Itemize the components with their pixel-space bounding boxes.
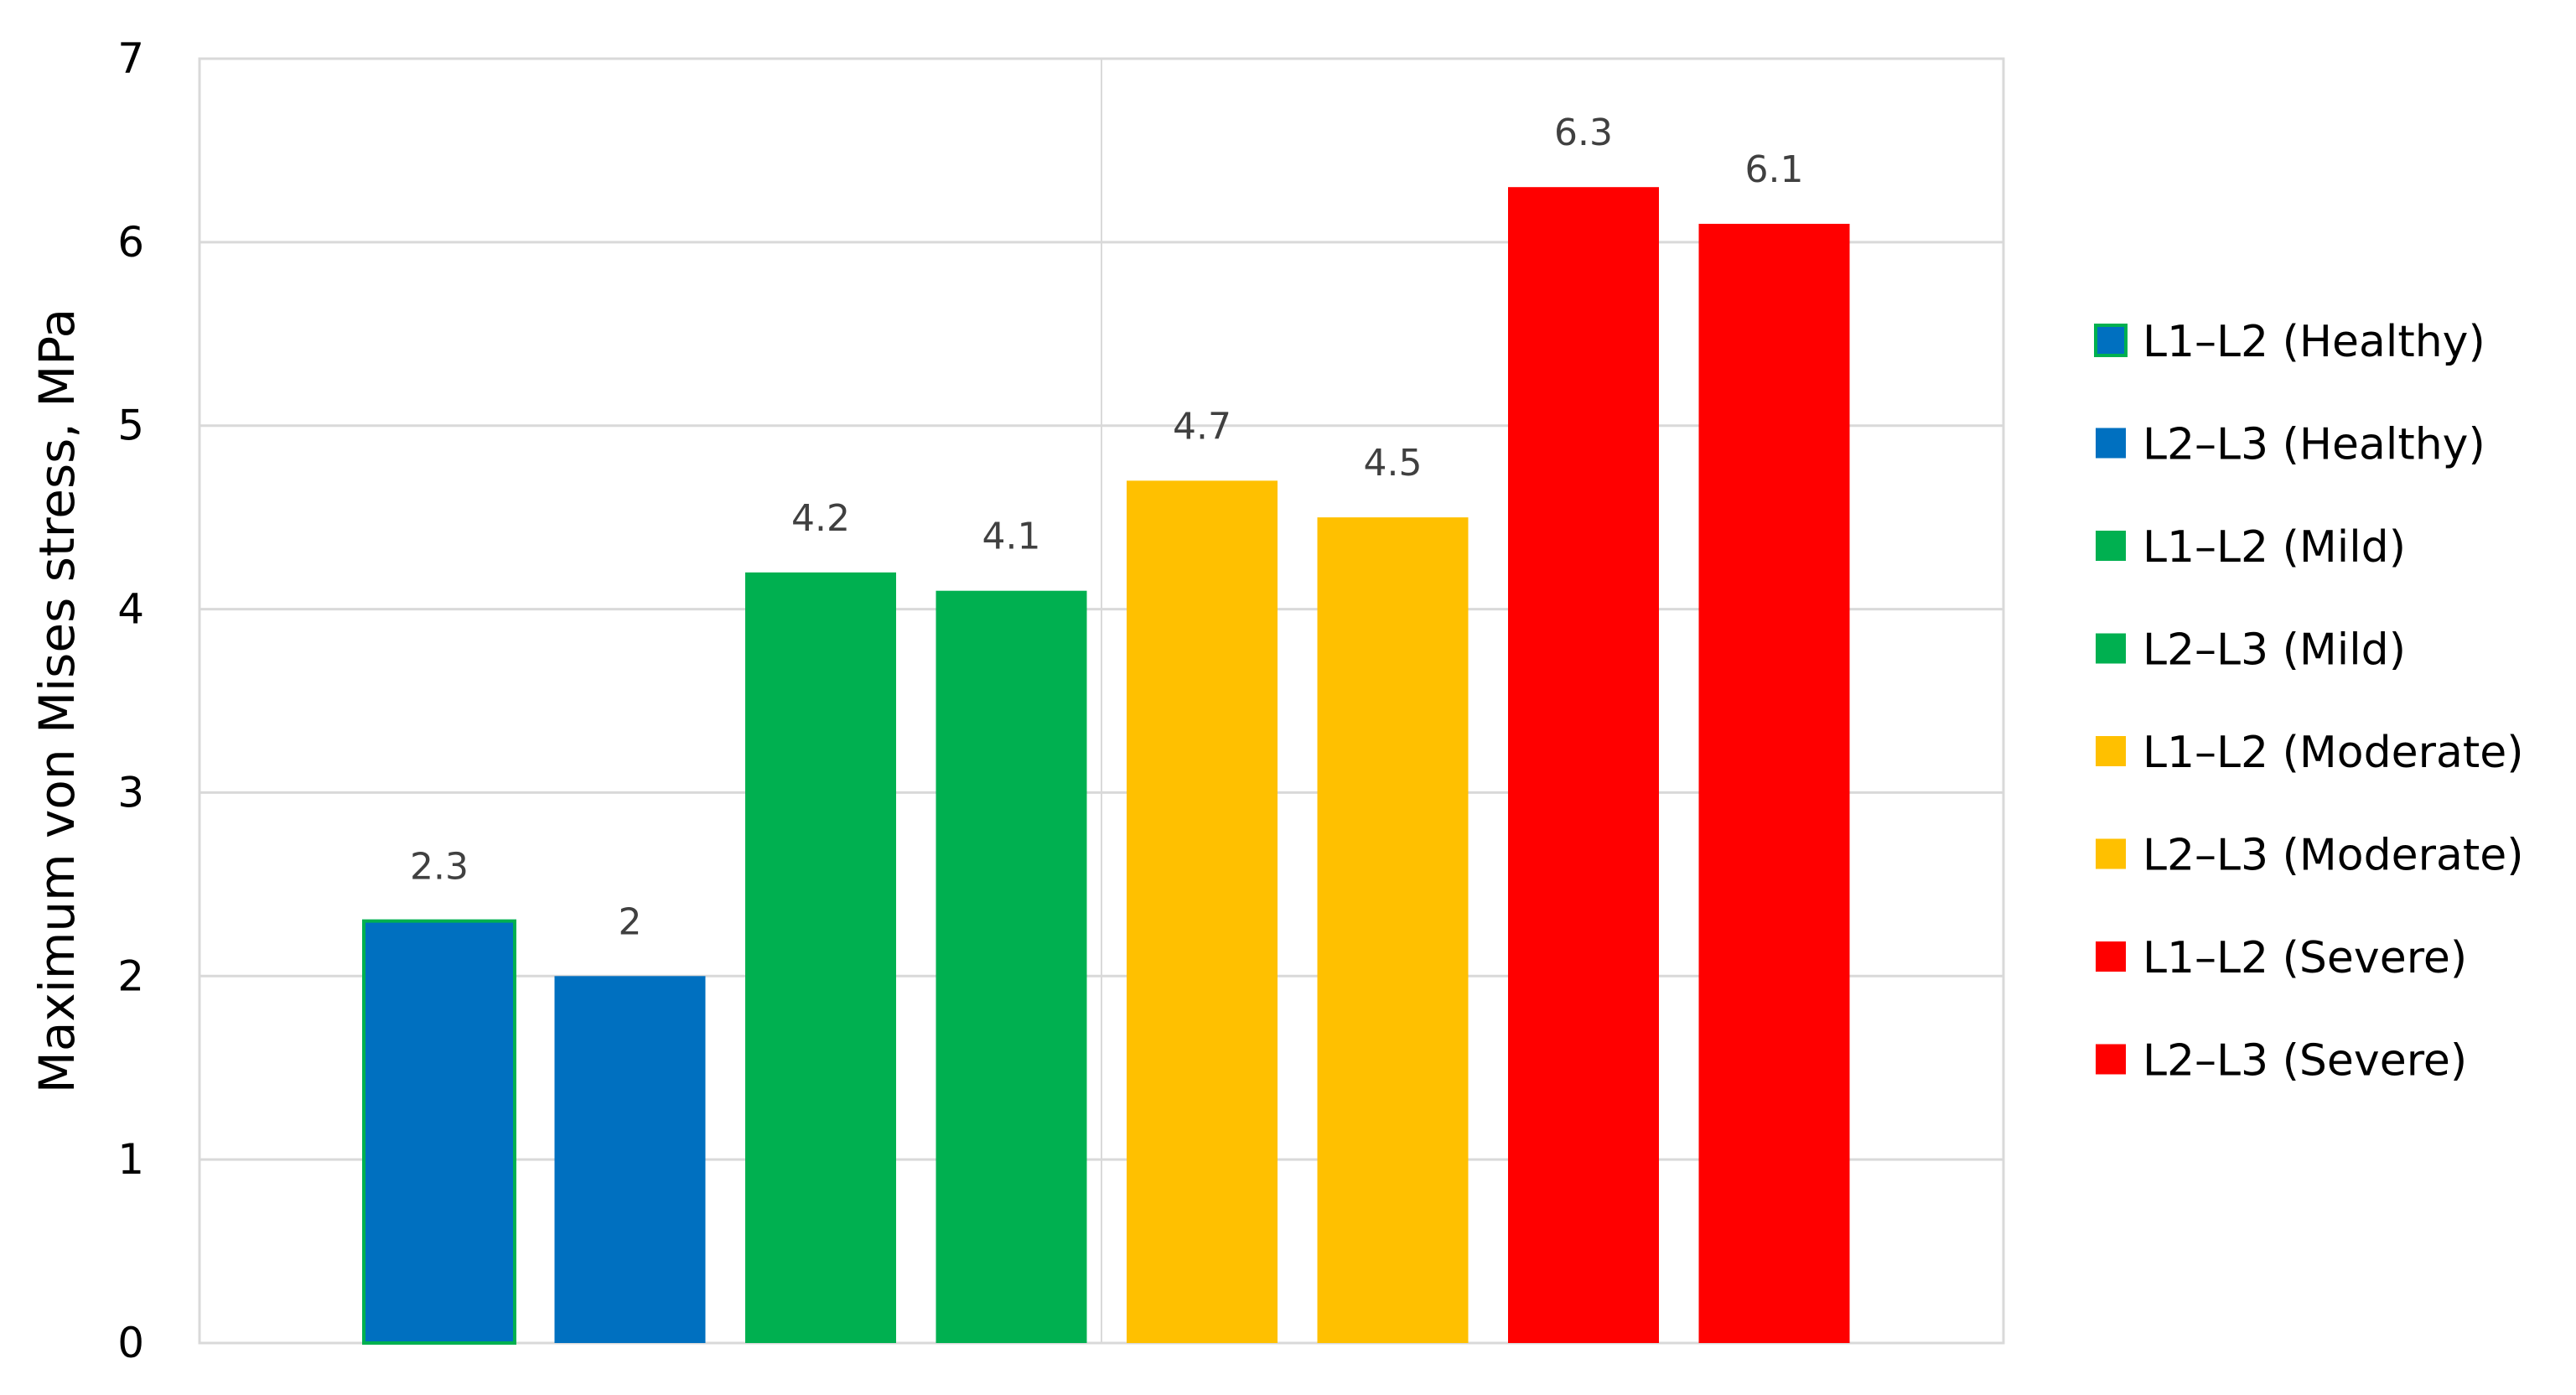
bar xyxy=(1698,223,1850,1343)
bar-data-label: 4.2 xyxy=(791,497,850,540)
bar-data-label: 6.3 xyxy=(1554,111,1613,154)
bar xyxy=(745,572,896,1343)
legend: L1–L2 (Healthy) L2–L3 (Healthy) L1–L2 (Mil… xyxy=(2094,317,2524,1086)
legend-label: L2–L3 (Mild) xyxy=(2143,625,2406,676)
bar-data-label: 2 xyxy=(619,900,642,943)
y-tick-label: 6 xyxy=(117,218,144,267)
legend-swatch xyxy=(2096,633,2126,664)
data-labels: 2.3 2 4.2 4.1 4.7 4.5 6.3 6.1 xyxy=(410,111,1803,943)
y-tick-label: 3 xyxy=(117,768,144,817)
y-axis-ticks: 0 1 2 3 4 5 6 7 xyxy=(117,34,144,1367)
bars xyxy=(362,187,1850,1345)
legend-swatch xyxy=(2096,838,2126,869)
y-tick-label: 2 xyxy=(117,952,144,1000)
bar-data-label: 6.1 xyxy=(1745,148,1804,191)
legend-label: L1–L2 (Healthy) xyxy=(2143,317,2485,367)
legend-swatch xyxy=(2096,428,2126,459)
y-tick-label: 0 xyxy=(117,1319,144,1367)
y-tick-label: 5 xyxy=(117,402,144,450)
bar xyxy=(1127,480,1278,1344)
legend-swatch xyxy=(2096,531,2126,561)
bar-data-label: 2.3 xyxy=(410,846,469,889)
legend-label: L2–L3 (Moderate) xyxy=(2143,831,2524,881)
bar xyxy=(362,919,516,1345)
bar xyxy=(554,976,706,1343)
legend-swatch xyxy=(2096,736,2126,766)
y-axis-title: Maximum von Mises stress, MPa xyxy=(29,309,86,1093)
bar-data-label: 4.7 xyxy=(1173,405,1231,448)
legend-label: L2–L3 (Healthy) xyxy=(2143,420,2485,470)
bar-data-label: 4.5 xyxy=(1364,442,1423,485)
legend-label: L1–L2 (Moderate) xyxy=(2143,728,2524,778)
y-tick-label: 7 xyxy=(117,34,144,83)
bar xyxy=(936,590,1087,1343)
legend-swatch xyxy=(2096,1044,2126,1075)
legend-label: L2–L3 (Severe) xyxy=(2143,1036,2467,1086)
bar xyxy=(1508,187,1659,1344)
legend-swatch xyxy=(2096,941,2126,972)
bar xyxy=(1317,517,1469,1343)
legend-label: L1–L2 (Severe) xyxy=(2143,933,2467,983)
legend-swatch xyxy=(2094,324,2128,357)
legend-label: L1–L2 (Mild) xyxy=(2143,522,2406,573)
y-tick-label: 1 xyxy=(117,1135,144,1184)
y-tick-label: 4 xyxy=(117,585,144,634)
bar-data-label: 4.1 xyxy=(982,516,1041,558)
